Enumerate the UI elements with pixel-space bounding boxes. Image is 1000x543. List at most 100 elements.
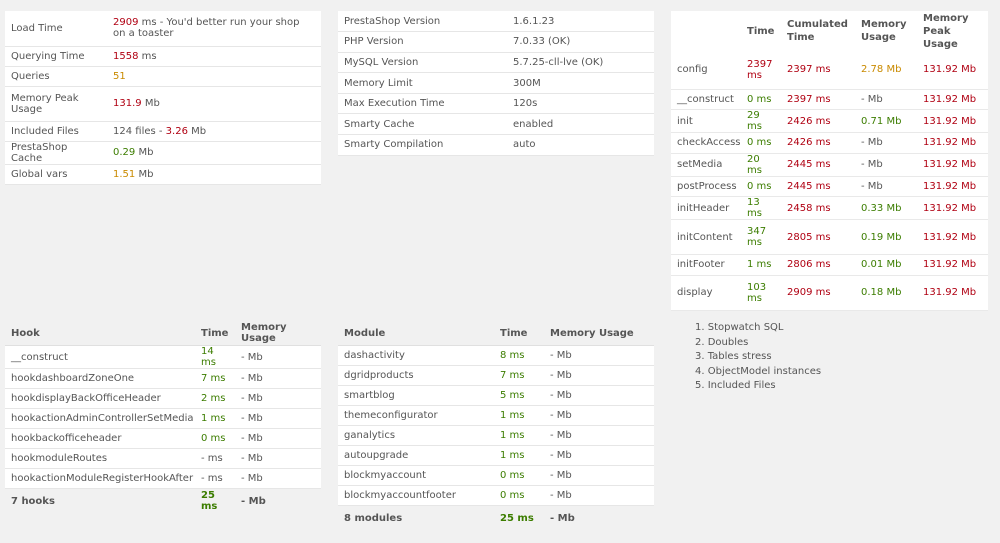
queries-value: 51 xyxy=(113,70,126,82)
performance-row: checkAccess 0 ms 2426 ms - Mb 131.92 Mb xyxy=(671,132,988,154)
server-row: Smarty Cache enabled xyxy=(338,113,654,136)
col-memory-peak: Memory Peak Usage xyxy=(917,11,988,51)
hook-row: hookmoduleRoutes - ms - Mb xyxy=(5,448,321,469)
cache-value: 0.29 xyxy=(113,147,136,158)
summary-row-memory-peak: Memory Peak Usage 131.9 Mb xyxy=(5,86,321,122)
smarty-compilation: auto xyxy=(507,134,654,156)
hooks-total-time: 25 ms xyxy=(195,488,235,513)
link-tables-stress[interactable]: 3. Tables stress xyxy=(695,351,772,362)
prestashop-version: 1.6.1.23 xyxy=(507,11,654,33)
hooks-header-row: Hook Time Memory Usage xyxy=(5,321,321,346)
smarty-cache: enabled xyxy=(507,113,654,136)
server-panel: PrestaShop Version 1.6.1.23 PHP Version 7.… xyxy=(338,11,654,156)
included-files-size: 3.26 xyxy=(165,125,188,137)
hook-row: __construct 14 ms - Mb xyxy=(5,345,321,369)
hook-row: hookdisplayBackOfficeHeader 2 ms - Mb xyxy=(5,388,321,409)
load-time-value: 2909 xyxy=(113,17,139,29)
performance-header-row: Time Cumulated Time Memory Usage Memory … xyxy=(671,11,988,51)
performance-row: config 2397 ms 2397 ms 2.78 Mb 131.92 Mb xyxy=(671,51,988,90)
performance-row: __construct 0 ms 2397 ms - Mb 131.92 Mb xyxy=(671,89,988,110)
included-files-count: 124 files - xyxy=(113,125,166,137)
hook-row: hookactionAdminControllerSetMedia 1 ms - M… xyxy=(5,408,321,429)
hooks-count: 7 hooks xyxy=(5,488,195,513)
hook-row: hookbackofficeheader 0 ms - Mb xyxy=(5,428,321,449)
performance-table: Time Cumulated Time Memory Usage Memory … xyxy=(671,11,988,311)
stopwatch-links: 1. Stopwatch SQL 2. Doubles 3. Tables st… xyxy=(685,321,985,394)
php-version: 7.0.33 (OK) xyxy=(507,31,654,53)
memory-limit: 300M xyxy=(507,72,654,94)
performance-row: postProcess 0 ms 2445 ms - Mb 131.92 Mb xyxy=(671,176,988,197)
col-time: Time xyxy=(494,321,544,346)
modules-count: 8 modules xyxy=(338,505,494,530)
summary-row-included-files: Included Files 124 files - 3.26 Mb xyxy=(5,121,321,142)
server-row: Smarty Compilation auto xyxy=(338,134,654,156)
link-objectmodel-instances[interactable]: 4. ObjectModel instances xyxy=(695,365,822,377)
module-row: blockmyaccountfooter 0 ms - Mb xyxy=(338,485,654,506)
module-row: smartblog 5 ms - Mb xyxy=(338,385,654,406)
performance-row: initFooter 1 ms 2806 ms 0.01 Mb 131.92 M… xyxy=(671,254,988,276)
module-row: ganalytics 1 ms - Mb xyxy=(338,425,654,446)
querying-time-value: 1558 xyxy=(113,50,139,62)
memory-peak-value: 131.9 xyxy=(113,98,142,109)
summary-label: Queries xyxy=(5,66,107,87)
module-row: dashactivity 8 ms - Mb xyxy=(338,345,654,366)
summary-label: Querying Time xyxy=(5,46,107,67)
summary-label: Included Files xyxy=(5,121,107,142)
modules-panel: Module Time Memory Usage dashactivity 8 m… xyxy=(338,321,654,530)
link-stopwatch-sql[interactable]: 1. Stopwatch SQL xyxy=(695,322,784,333)
summary-row-querying-time: Querying Time 1558 ms xyxy=(5,46,321,67)
col-hook: Hook xyxy=(5,321,195,346)
hook-row: hookdashboardZoneOne 7 ms - Mb xyxy=(5,368,321,389)
col-time: Time xyxy=(195,321,235,346)
summary-row-load-time: Load Time 2909 ms - You'd better run you… xyxy=(5,11,321,47)
col-time: Time xyxy=(741,11,781,51)
hooks-total-memory: - Mb xyxy=(235,488,321,513)
server-row: PHP Version 7.0.33 (OK) xyxy=(338,31,654,53)
col-module: Module xyxy=(338,321,494,346)
modules-header-row: Module Time Memory Usage xyxy=(338,321,654,346)
server-table: PrestaShop Version 1.6.1.23 PHP Version 7.… xyxy=(338,11,654,156)
server-row: Memory Limit 300M xyxy=(338,72,654,94)
max-execution-time: 120s xyxy=(507,93,654,115)
summary-panel: Load Time 2909 ms - You'd better run you… xyxy=(5,11,321,185)
summary-table: Load Time 2909 ms - You'd better run you… xyxy=(5,11,321,185)
col-memory-usage: Memory Usage xyxy=(235,321,321,346)
modules-footer-row: 8 modules 25 ms - Mb xyxy=(338,505,654,530)
module-row: autoupgrade 1 ms - Mb xyxy=(338,445,654,466)
summary-label: Load Time xyxy=(5,11,107,47)
summary-row-prestashop-cache: PrestaShop Cache 0.29 Mb xyxy=(5,141,321,165)
modules-total-time: 25 ms xyxy=(494,505,544,530)
load-time-note: ms - You'd better run your shop on a toa… xyxy=(113,17,300,40)
performance-row: initContent 347 ms 2805 ms 0.19 Mb 131.9… xyxy=(671,219,988,255)
summary-row-queries: Queries 51 xyxy=(5,66,321,87)
global-vars-value: 1.51 xyxy=(113,168,136,180)
server-row: PrestaShop Version 1.6.1.23 xyxy=(338,11,654,33)
hooks-panel: Hook Time Memory Usage __construct 14 ms -… xyxy=(5,321,321,513)
server-row: MySQL Version 5.7.25-cll-lve (OK) xyxy=(338,52,654,74)
summary-row-global-vars: Global vars 1.51 Mb xyxy=(5,164,321,185)
link-doubles[interactable]: 2. Doubles xyxy=(695,336,749,348)
hook-row: hookactionModuleRegisterHookAfter - ms - M… xyxy=(5,468,321,489)
server-row: Max Execution Time 120s xyxy=(338,93,654,115)
module-row: dgridproducts 7 ms - Mb xyxy=(338,365,654,386)
performance-row: init 29 ms 2426 ms 0.71 Mb 131.92 Mb xyxy=(671,109,988,133)
summary-label: Global vars xyxy=(5,164,107,185)
col-memory-usage: Memory Usage xyxy=(855,11,917,51)
mysql-version: 5.7.25-cll-lve (OK) xyxy=(507,52,654,74)
module-row: themeconfigurator 1 ms - Mb xyxy=(338,405,654,426)
performance-row: setMedia 20 ms 2445 ms - Mb 131.92 Mb xyxy=(671,153,988,177)
modules-table: Module Time Memory Usage dashactivity 8 m… xyxy=(338,321,654,530)
link-included-files[interactable]: 5. Included Files xyxy=(695,380,776,391)
module-row: blockmyaccount 0 ms - Mb xyxy=(338,465,654,486)
col-cumulated-time: Cumulated Time xyxy=(781,11,855,51)
performance-row: display 103 ms 2909 ms 0.18 Mb 131.92 Mb xyxy=(671,275,988,311)
summary-label: PrestaShop Cache xyxy=(5,141,107,165)
summary-label: Memory Peak Usage xyxy=(5,86,107,122)
performance-panel: Time Cumulated Time Memory Usage Memory … xyxy=(671,11,988,311)
hooks-footer-row: 7 hooks 25 ms - Mb xyxy=(5,488,321,513)
modules-total-memory: - Mb xyxy=(544,505,654,530)
stopwatch-list: 1. Stopwatch SQL 2. Doubles 3. Tables st… xyxy=(685,321,985,394)
hooks-table: Hook Time Memory Usage __construct 14 ms -… xyxy=(5,321,321,513)
performance-row: initHeader 13 ms 2458 ms 0.33 Mb 131.92 … xyxy=(671,196,988,220)
col-memory-usage: Memory Usage xyxy=(544,321,654,346)
